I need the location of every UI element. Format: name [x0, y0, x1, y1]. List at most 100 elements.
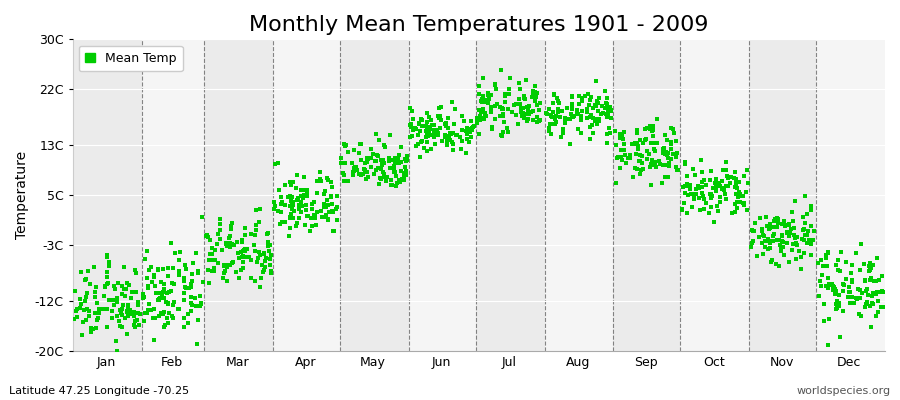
Point [123, 306, 138, 313]
Point [251, 219, 266, 225]
Point [348, 164, 363, 171]
Point [869, 254, 884, 261]
Point [780, 229, 795, 236]
Point [765, 233, 779, 239]
Point [400, 157, 414, 164]
Point [449, 131, 464, 138]
Point [299, 207, 313, 214]
Point [819, 254, 833, 261]
Point [158, 295, 172, 302]
Point [460, 136, 474, 142]
Point [583, 96, 598, 103]
Point [244, 275, 258, 281]
Point [225, 220, 239, 226]
Point [776, 244, 790, 250]
Point [307, 199, 321, 205]
Point [141, 307, 156, 314]
Point [415, 117, 429, 123]
Point [124, 311, 139, 317]
Point [400, 153, 414, 160]
Point [179, 266, 194, 272]
Point [832, 300, 846, 306]
Point [413, 139, 428, 146]
Point [172, 267, 186, 274]
Point [821, 342, 835, 348]
Point [220, 242, 234, 249]
Point [184, 284, 198, 290]
Point [87, 289, 102, 296]
Point [694, 190, 708, 196]
Point [470, 120, 484, 127]
Point [455, 113, 470, 119]
Point [829, 301, 843, 308]
Point [695, 179, 709, 185]
Point [516, 110, 530, 116]
Point [207, 265, 221, 272]
Point [600, 110, 615, 117]
Point [320, 175, 335, 181]
Point [182, 285, 196, 291]
Point [528, 94, 543, 100]
Bar [544, 39, 614, 351]
Point [422, 130, 436, 136]
Point [784, 226, 798, 232]
Point [176, 324, 191, 330]
Point [256, 250, 271, 257]
Point [258, 254, 273, 261]
Point [519, 118, 534, 125]
Point [387, 166, 401, 173]
Point [147, 273, 161, 280]
Point [875, 288, 889, 294]
Point [122, 313, 136, 320]
Point [360, 168, 374, 175]
Point [640, 125, 654, 132]
Point [439, 139, 454, 145]
Point [323, 193, 338, 199]
Point [151, 296, 166, 303]
Point [815, 272, 830, 278]
Point [664, 141, 679, 147]
Point [440, 142, 454, 148]
Point [479, 113, 493, 120]
Point [599, 140, 614, 146]
Point [278, 182, 293, 188]
Point [157, 280, 171, 287]
Point [712, 182, 726, 189]
Point [629, 150, 643, 157]
Point [127, 313, 141, 319]
Point [828, 286, 842, 292]
Point [789, 234, 804, 241]
Point [770, 216, 785, 222]
Point [346, 167, 361, 174]
Point [703, 191, 717, 197]
Point [292, 215, 306, 221]
Point [514, 105, 528, 111]
Point [763, 220, 778, 227]
Point [118, 293, 132, 299]
Point [598, 100, 613, 107]
Point [427, 133, 441, 139]
Point [546, 99, 561, 106]
Point [620, 155, 634, 162]
Point [413, 154, 428, 160]
Point [571, 126, 585, 132]
Point [307, 212, 321, 218]
Point [101, 280, 115, 287]
Point [719, 196, 733, 202]
Point [428, 128, 442, 134]
Point [346, 172, 360, 178]
Point [83, 281, 97, 288]
Point [443, 130, 457, 136]
Point [357, 159, 372, 166]
Point [374, 176, 389, 182]
Point [271, 160, 285, 166]
Point [68, 288, 83, 294]
Point [79, 317, 94, 324]
Point [815, 263, 830, 270]
Point [858, 277, 872, 284]
Point [488, 82, 502, 88]
Point [137, 318, 151, 324]
Point [822, 280, 836, 287]
Point [788, 240, 803, 246]
Point [96, 306, 111, 312]
